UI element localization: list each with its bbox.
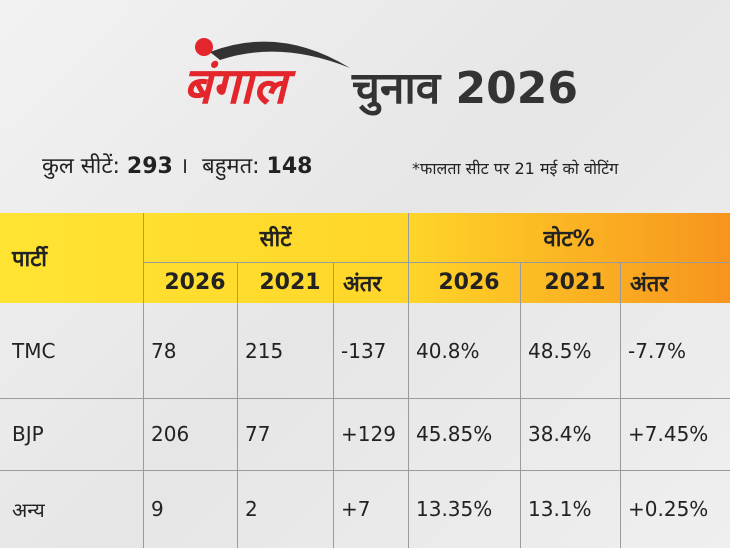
- total: 293: [126, 154, 173, 179]
- majority: 148: [266, 154, 313, 179]
- table-cell: 9: [151, 497, 164, 521]
- table-cell: 206: [151, 422, 190, 446]
- party-name: TMC: [12, 338, 56, 363]
- column-header: 2021: [259, 270, 321, 295]
- table-cell: -137: [341, 338, 387, 363]
- grid-line: [143, 262, 730, 263]
- table-cell: -7.7%: [628, 338, 687, 363]
- grid-line: [0, 398, 730, 399]
- note: *फालता सीट पर 21 मई को वोटिंग: [412, 159, 619, 178]
- grid-line: [143, 213, 144, 548]
- grid-line: [520, 262, 521, 548]
- separator: ।: [179, 154, 189, 179]
- table-cell: 78: [151, 338, 177, 363]
- column-header: अंतर: [630, 271, 669, 297]
- grid-line: [333, 262, 334, 548]
- table-cell: 38.4%: [528, 422, 592, 446]
- grid-line: [237, 262, 238, 548]
- summary: कुल सीटें: 293 । बहुमत: 148: [42, 150, 312, 180]
- table-cell: +0.25%: [628, 497, 709, 521]
- party-name: BJP: [12, 422, 44, 446]
- table-cell: +129: [341, 422, 396, 446]
- table-cell: 40.8%: [416, 338, 480, 363]
- column-header: अंतर: [343, 271, 382, 297]
- table-cell: 77: [245, 422, 271, 446]
- brand: बंगाल: [183, 57, 287, 115]
- title: चुनाव 2026: [352, 63, 578, 114]
- grid-line: [0, 470, 730, 471]
- grid-line: [408, 213, 409, 548]
- table-cell: 215: [245, 338, 284, 363]
- column-header: 2026: [438, 270, 500, 295]
- party-name: अन्य: [12, 497, 45, 522]
- table-cell: 45.85%: [416, 422, 493, 446]
- table-cell: 13.35%: [416, 497, 493, 521]
- table-cell: 13.1%: [528, 497, 592, 521]
- total-label: कुल सीटें:: [42, 154, 120, 179]
- table-header-bg: [0, 213, 730, 303]
- table-cell: 48.5%: [528, 338, 592, 363]
- table-cell: +7.45%: [628, 422, 709, 446]
- party-header: पार्टी: [12, 247, 47, 272]
- group-header: वोट%: [543, 226, 595, 252]
- logo-swoosh: [195, 38, 350, 68]
- table-cell: +7: [341, 497, 371, 521]
- group-header: सीटें: [259, 226, 292, 252]
- column-header: 2026: [164, 270, 226, 295]
- majority-label: बहुमत:: [202, 154, 260, 179]
- grid-line: [620, 262, 621, 548]
- table-cell: 2: [245, 497, 258, 521]
- column-header: 2021: [544, 270, 606, 295]
